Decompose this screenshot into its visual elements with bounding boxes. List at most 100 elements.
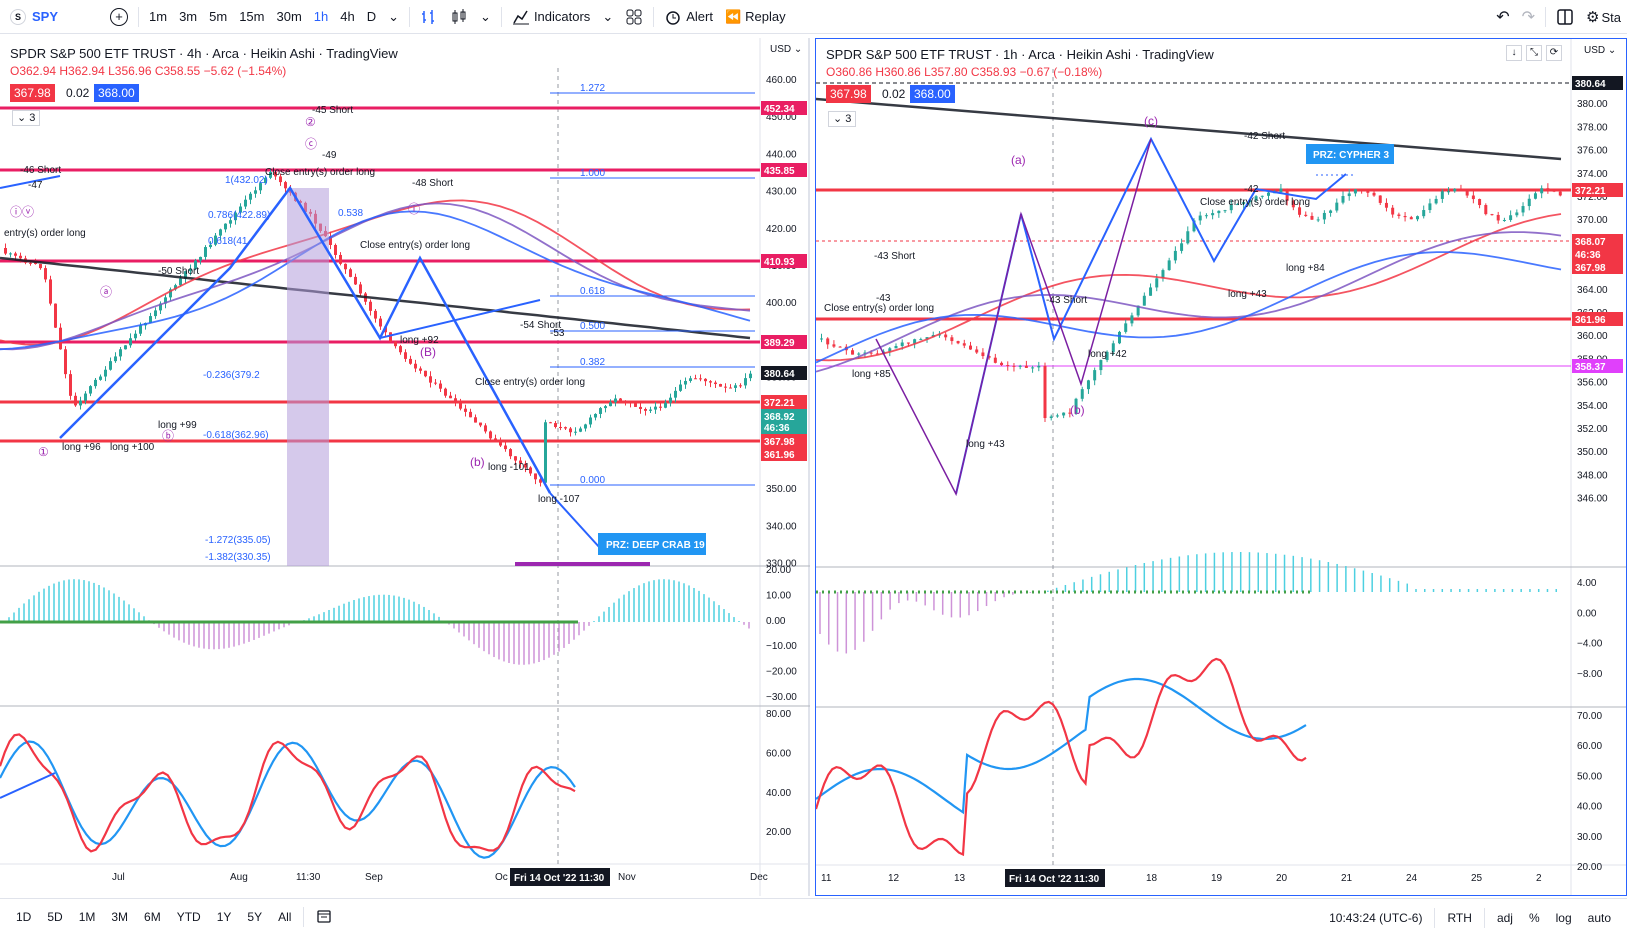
- left_chart-candle-body: [269, 172, 272, 178]
- left_chart-price-tag: 380.64: [764, 369, 795, 380]
- left-chart-canvas[interactable]: 460.00450.00440.00430.00420.00410.00400.…: [0, 38, 810, 896]
- right_chart-candle-body: [993, 357, 997, 363]
- left-sell-button[interactable]: 367.98: [10, 84, 55, 102]
- right_chart-candle-body: [919, 339, 923, 341]
- right_chart-candle-body: [950, 337, 954, 342]
- left_chart-candle-body: [259, 183, 262, 191]
- left_chart-price-tag: 452.34: [764, 104, 795, 115]
- right_chart-candle-body: [1267, 192, 1270, 196]
- left-study-toggle[interactable]: ⌄ 3: [12, 110, 41, 126]
- interval-1h[interactable]: 1h: [313, 9, 329, 24]
- alert-button[interactable]: Alert: [658, 0, 719, 34]
- right_chart-price-tag-bg: [1572, 247, 1623, 261]
- left-chart-pane[interactable]: 460.00450.00440.00430.00420.00410.00400.…: [0, 38, 810, 896]
- range-6m[interactable]: 6M: [144, 910, 161, 924]
- right-high: H360.86: [875, 65, 921, 79]
- fib-level-label: 0.500: [580, 321, 605, 332]
- range-ytd[interactable]: YTD: [176, 910, 201, 924]
- chart-type-dropdown-button[interactable]: ⌄: [474, 0, 497, 34]
- right-study-toggle[interactable]: ⌄ 3: [828, 111, 857, 127]
- right_chart-candle-body: [838, 346, 842, 348]
- right-buy-button[interactable]: 368.00: [910, 85, 955, 103]
- left-buy-button[interactable]: 368.00: [94, 84, 139, 102]
- log-toggle[interactable]: log: [1555, 910, 1572, 925]
- right_chart-candle-body: [987, 356, 991, 358]
- right_chart-rsi-tick: 20.00: [1577, 862, 1602, 873]
- interval-30m[interactable]: 30m: [276, 9, 302, 24]
- interval-1m[interactable]: 1m: [149, 9, 168, 24]
- left_chart-candle-body: [79, 400, 82, 406]
- percent-toggle[interactable]: %: [1528, 910, 1540, 925]
- wave-marker: ⓐ: [100, 285, 112, 299]
- chart-type-bars-button[interactable]: [414, 0, 444, 34]
- left-low: L356.96: [108, 64, 152, 78]
- left_chart-candle-body: [634, 403, 637, 407]
- left_chart-candle-body: [39, 264, 42, 269]
- go-to-date-button[interactable]: [308, 908, 340, 927]
- right_chart-candle-body: [1509, 215, 1513, 220]
- right-study-count: 3: [845, 113, 852, 125]
- session-toggle[interactable]: RTH: [1447, 910, 1472, 925]
- chart-type-candles-button[interactable]: [444, 0, 474, 34]
- replay-button[interactable]: ⏪ Replay: [719, 0, 792, 34]
- right-chart-canvas[interactable]: 382.00380.00378.00376.00374.00372.00370.…: [816, 39, 1626, 895]
- templates-button[interactable]: [619, 0, 649, 34]
- interval-dropdown-button[interactable]: ⌄: [382, 0, 405, 34]
- right-chart-pane[interactable]: 382.00380.00378.00376.00374.00372.00370.…: [815, 38, 1627, 896]
- symbol-search-button[interactable]: S SPY: [0, 0, 64, 34]
- range-5y[interactable]: 5Y: [247, 910, 263, 924]
- adjust-toggle[interactable]: adj: [1496, 910, 1513, 925]
- left_chart-candle-body: [439, 383, 442, 389]
- right_chart-moving-average-line: [816, 213, 1562, 362]
- range-1d[interactable]: 1D: [16, 910, 32, 924]
- range-5d[interactable]: 5D: [47, 910, 63, 924]
- range-1y[interactable]: 1Y: [216, 910, 232, 924]
- right_chart-candle-body: [1366, 189, 1370, 193]
- layout-button[interactable]: [1550, 0, 1580, 34]
- left_chart-price-tick: 450.00: [766, 112, 797, 123]
- timezone-clock[interactable]: 10:43:24 (UTC-6): [1329, 910, 1423, 925]
- right_chart-moving-average-line: [816, 97, 1562, 161]
- right_chart-candle-body: [1378, 195, 1382, 203]
- left_chart-candle-body: [474, 417, 477, 423]
- arrow-down-icon[interactable]: ↓: [1506, 45, 1522, 61]
- left_chart-candle-body: [134, 333, 137, 339]
- right_chart-time-label: 12: [888, 873, 900, 884]
- range-all[interactable]: All: [278, 910, 292, 924]
- redo-button[interactable]: ↷: [1516, 0, 1541, 34]
- right_chart-candle-body: [1130, 315, 1134, 324]
- interval-4h[interactable]: 4h: [340, 9, 355, 24]
- indicators-dropdown-button[interactable]: ⌄: [596, 0, 619, 34]
- collapse-icon[interactable]: ⤡: [1526, 45, 1542, 61]
- fib-note: -1.272(335.05): [205, 535, 271, 546]
- interval-3m[interactable]: 3m: [179, 9, 198, 24]
- strategy-annotation: long +92: [400, 335, 439, 346]
- refresh-icon[interactable]: ⟳: [1546, 45, 1562, 61]
- right_chart-candle-body: [1229, 204, 1233, 211]
- add-symbol-button[interactable]: +: [104, 0, 134, 34]
- interval-d[interactable]: D: [366, 9, 377, 24]
- right-sell-button[interactable]: 367.98: [826, 85, 871, 103]
- interval-5m[interactable]: 5m: [209, 9, 228, 24]
- settings-button[interactable]: ⚙ Sta: [1580, 0, 1627, 34]
- right-currency-label[interactable]: USD ⌄: [1584, 45, 1617, 56]
- left_chart-candle-body: [139, 325, 142, 334]
- right_chart-time-label: 20: [1276, 873, 1288, 884]
- left_chart-osc-tick: −30.00: [766, 692, 797, 703]
- right_chart-candle-body: [857, 353, 861, 355]
- bars-chart-icon: [422, 9, 435, 24]
- layout-icon: [1557, 9, 1573, 25]
- left-currency-label[interactable]: USD ⌄: [770, 44, 803, 55]
- range-1m[interactable]: 1M: [78, 910, 96, 924]
- auto-toggle[interactable]: auto: [1587, 910, 1611, 925]
- right_chart-candle-body: [900, 342, 904, 347]
- right_chart-candle-body: [1347, 193, 1351, 197]
- left_chart-candle-body: [434, 382, 437, 384]
- undo-button[interactable]: ↶: [1490, 0, 1515, 34]
- left_chart-candle-body: [59, 327, 62, 350]
- interval-15m[interactable]: 15m: [239, 9, 265, 24]
- range-3m[interactable]: 3M: [111, 910, 129, 924]
- left_chart-candle-body: [69, 374, 72, 396]
- indicators-button[interactable]: Indicators: [506, 0, 596, 34]
- left_chart-candle-body: [194, 260, 197, 269]
